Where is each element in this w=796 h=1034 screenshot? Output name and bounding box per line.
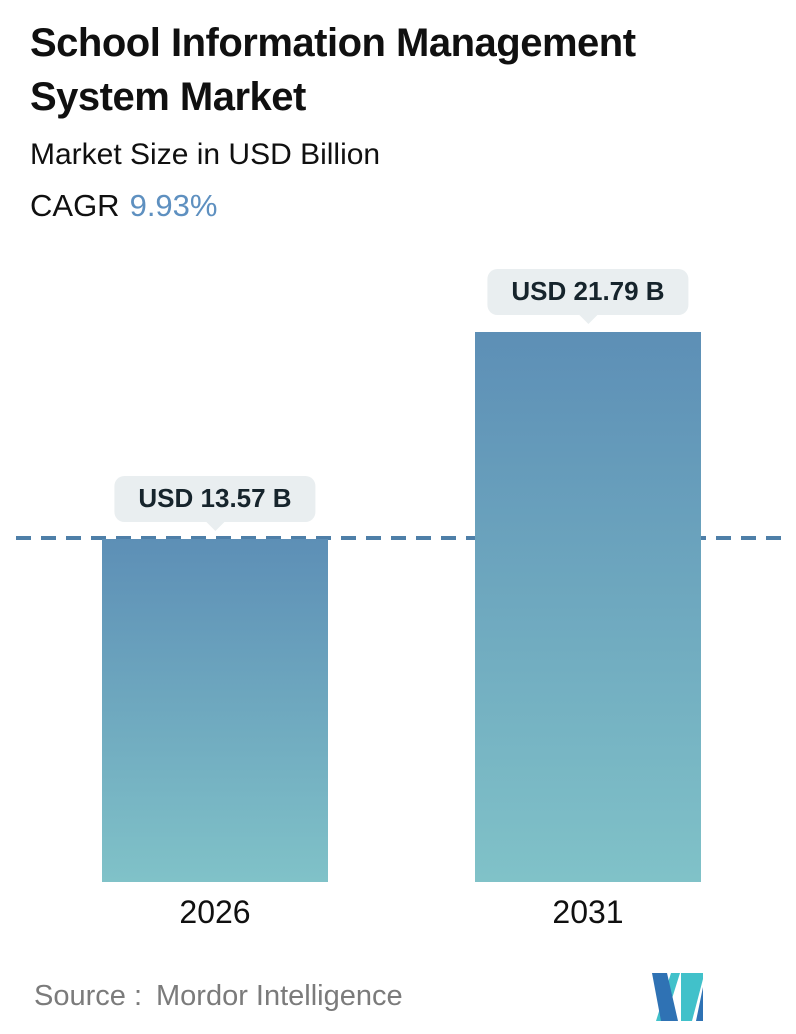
cagr-value: 9.93%: [129, 188, 218, 223]
bar-2026: [102, 539, 328, 882]
bar-2031: [475, 332, 701, 882]
value-callout-2031: USD 21.79 B: [487, 269, 689, 315]
title-line-1: School Information Management: [30, 21, 636, 65]
x-axis-label-2031: 2031: [552, 894, 624, 930]
source-value: Mordor Intelligence: [156, 980, 403, 1012]
mordor-intelligence-logo: [652, 973, 703, 1021]
source-label: Source :: [34, 980, 142, 1012]
x-axis-label-2026: 2026: [179, 894, 251, 930]
baseline-dashed-line: [16, 536, 782, 540]
source-attribution: Source : Mordor Intelligence: [34, 980, 403, 1013]
chart-subtitle: Market Size in USD Billion: [30, 138, 381, 171]
value-label-2031: USD 21.79 B: [487, 269, 689, 315]
title-line-2: System Market: [30, 75, 306, 119]
value-callout-2026: USD 13.57 B: [114, 476, 316, 522]
cagr-row: CAGR 9.93%: [30, 188, 217, 224]
page-title: School Information Management System Mar…: [30, 16, 760, 124]
cagr-label: CAGR: [30, 188, 120, 223]
value-label-2026: USD 13.57 B: [114, 476, 316, 522]
